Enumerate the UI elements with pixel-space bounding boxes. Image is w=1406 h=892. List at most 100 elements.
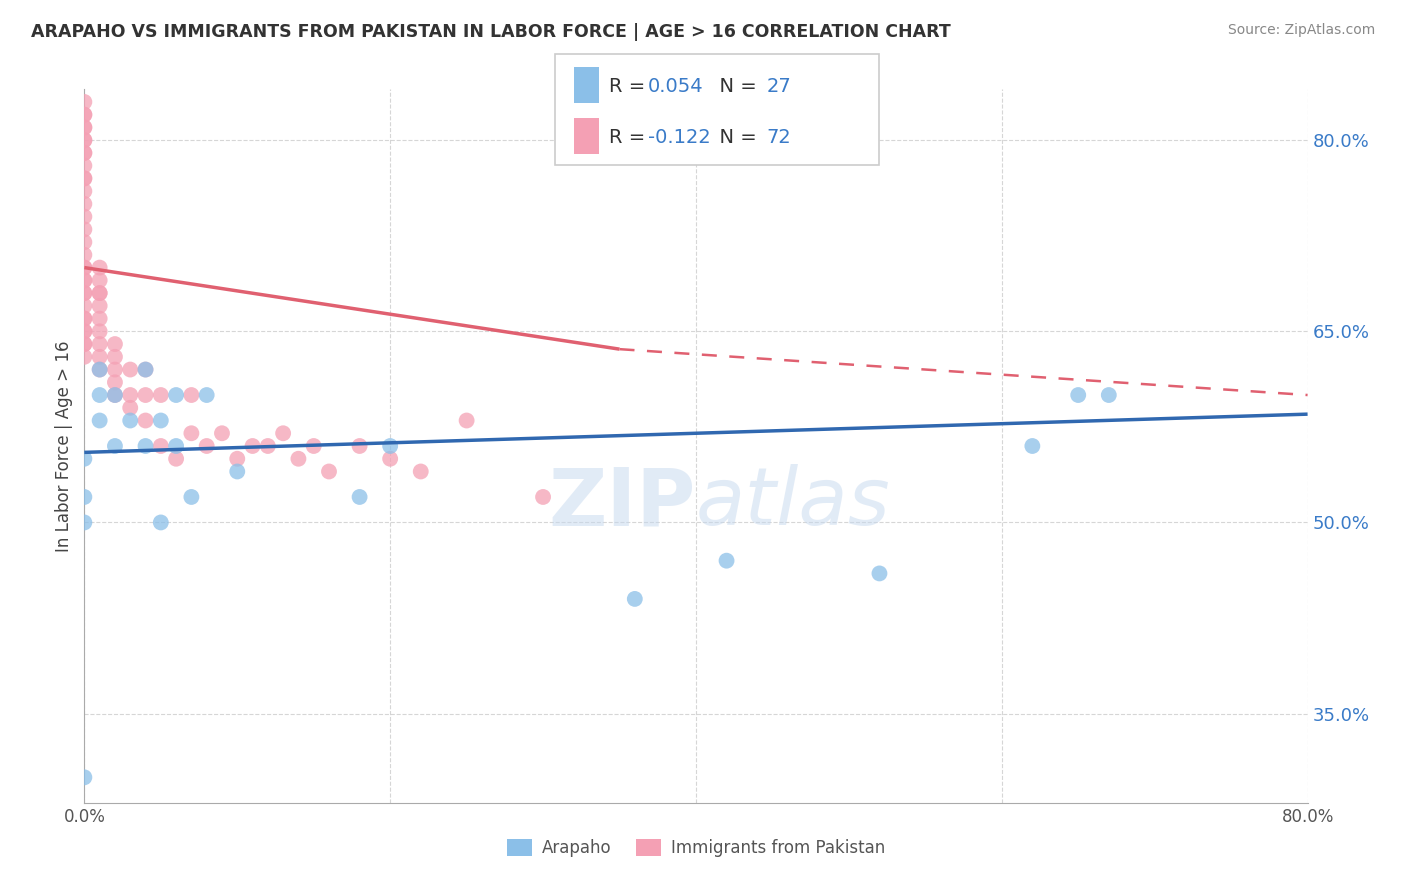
- Point: [180, 388, 202, 402]
- Point: [318, 465, 340, 479]
- Legend: Arapaho, Immigrants from Pakistan: Arapaho, Immigrants from Pakistan: [498, 831, 894, 866]
- Point: [73, 184, 96, 198]
- Point: [73, 451, 96, 466]
- Point: [195, 388, 218, 402]
- Point: [165, 388, 187, 402]
- Point: [73, 120, 96, 135]
- Point: [73, 133, 96, 147]
- Point: [349, 490, 371, 504]
- Point: [73, 337, 96, 351]
- Point: [120, 401, 142, 415]
- Point: [104, 337, 127, 351]
- Point: [73, 337, 96, 351]
- Point: [73, 286, 96, 301]
- Point: [73, 324, 96, 338]
- Text: ZIP: ZIP: [548, 464, 696, 542]
- Point: [456, 413, 478, 427]
- Point: [73, 273, 96, 287]
- Point: [73, 210, 96, 224]
- Point: [195, 439, 218, 453]
- Point: [73, 133, 96, 147]
- Point: [73, 350, 96, 364]
- Point: [89, 388, 111, 402]
- Point: [73, 770, 96, 784]
- Point: [271, 426, 294, 441]
- Point: [73, 235, 96, 249]
- Point: [73, 145, 96, 160]
- Point: [287, 451, 309, 466]
- Point: [73, 108, 96, 122]
- Point: [120, 388, 142, 402]
- Point: [531, 490, 554, 504]
- Text: -0.122: -0.122: [648, 128, 711, 147]
- Point: [73, 299, 96, 313]
- Point: [73, 516, 96, 530]
- Text: R =: R =: [609, 128, 651, 147]
- Point: [89, 350, 111, 364]
- Point: [257, 439, 280, 453]
- Point: [73, 222, 96, 236]
- Point: [180, 426, 202, 441]
- Point: [73, 108, 96, 122]
- Point: [73, 273, 96, 287]
- Point: [73, 490, 96, 504]
- Point: [89, 299, 111, 313]
- Text: N =: N =: [707, 78, 763, 96]
- Point: [135, 362, 157, 376]
- Point: [1021, 439, 1043, 453]
- Text: 27: 27: [766, 78, 792, 96]
- Point: [149, 439, 172, 453]
- Point: [73, 248, 96, 262]
- Point: [104, 350, 127, 364]
- Point: [104, 376, 127, 390]
- Point: [226, 451, 249, 466]
- Point: [226, 465, 249, 479]
- Point: [73, 197, 96, 211]
- Point: [135, 362, 157, 376]
- Point: [120, 413, 142, 427]
- Point: [89, 260, 111, 275]
- Point: [89, 273, 111, 287]
- Text: R =: R =: [609, 78, 651, 96]
- Point: [73, 120, 96, 135]
- Point: [242, 439, 264, 453]
- Point: [165, 439, 187, 453]
- Point: [89, 362, 111, 376]
- Point: [135, 413, 157, 427]
- Point: [149, 516, 172, 530]
- Point: [1098, 388, 1121, 402]
- Point: [73, 171, 96, 186]
- Text: 0.054: 0.054: [648, 78, 704, 96]
- Point: [716, 554, 738, 568]
- Point: [180, 490, 202, 504]
- Point: [73, 311, 96, 326]
- Point: [104, 439, 127, 453]
- Point: [89, 286, 111, 301]
- Point: [380, 439, 402, 453]
- Point: [89, 413, 111, 427]
- Point: [89, 311, 111, 326]
- Point: [380, 451, 402, 466]
- Point: [73, 324, 96, 338]
- Point: [73, 171, 96, 186]
- Point: [349, 439, 371, 453]
- Point: [73, 260, 96, 275]
- Point: [302, 439, 325, 453]
- Point: [149, 413, 172, 427]
- Point: [73, 95, 96, 109]
- Point: [89, 324, 111, 338]
- Point: [89, 286, 111, 301]
- Text: atlas: atlas: [696, 464, 891, 542]
- Point: [89, 362, 111, 376]
- Text: ARAPAHO VS IMMIGRANTS FROM PAKISTAN IN LABOR FORCE | AGE > 16 CORRELATION CHART: ARAPAHO VS IMMIGRANTS FROM PAKISTAN IN L…: [31, 23, 950, 41]
- Point: [135, 439, 157, 453]
- Point: [104, 362, 127, 376]
- Text: 72: 72: [766, 128, 792, 147]
- Point: [73, 311, 96, 326]
- Point: [869, 566, 891, 581]
- Point: [149, 388, 172, 402]
- Text: Source: ZipAtlas.com: Source: ZipAtlas.com: [1227, 23, 1375, 37]
- Y-axis label: In Labor Force | Age > 16: In Labor Force | Age > 16: [55, 340, 73, 552]
- Point: [104, 388, 127, 402]
- Point: [73, 286, 96, 301]
